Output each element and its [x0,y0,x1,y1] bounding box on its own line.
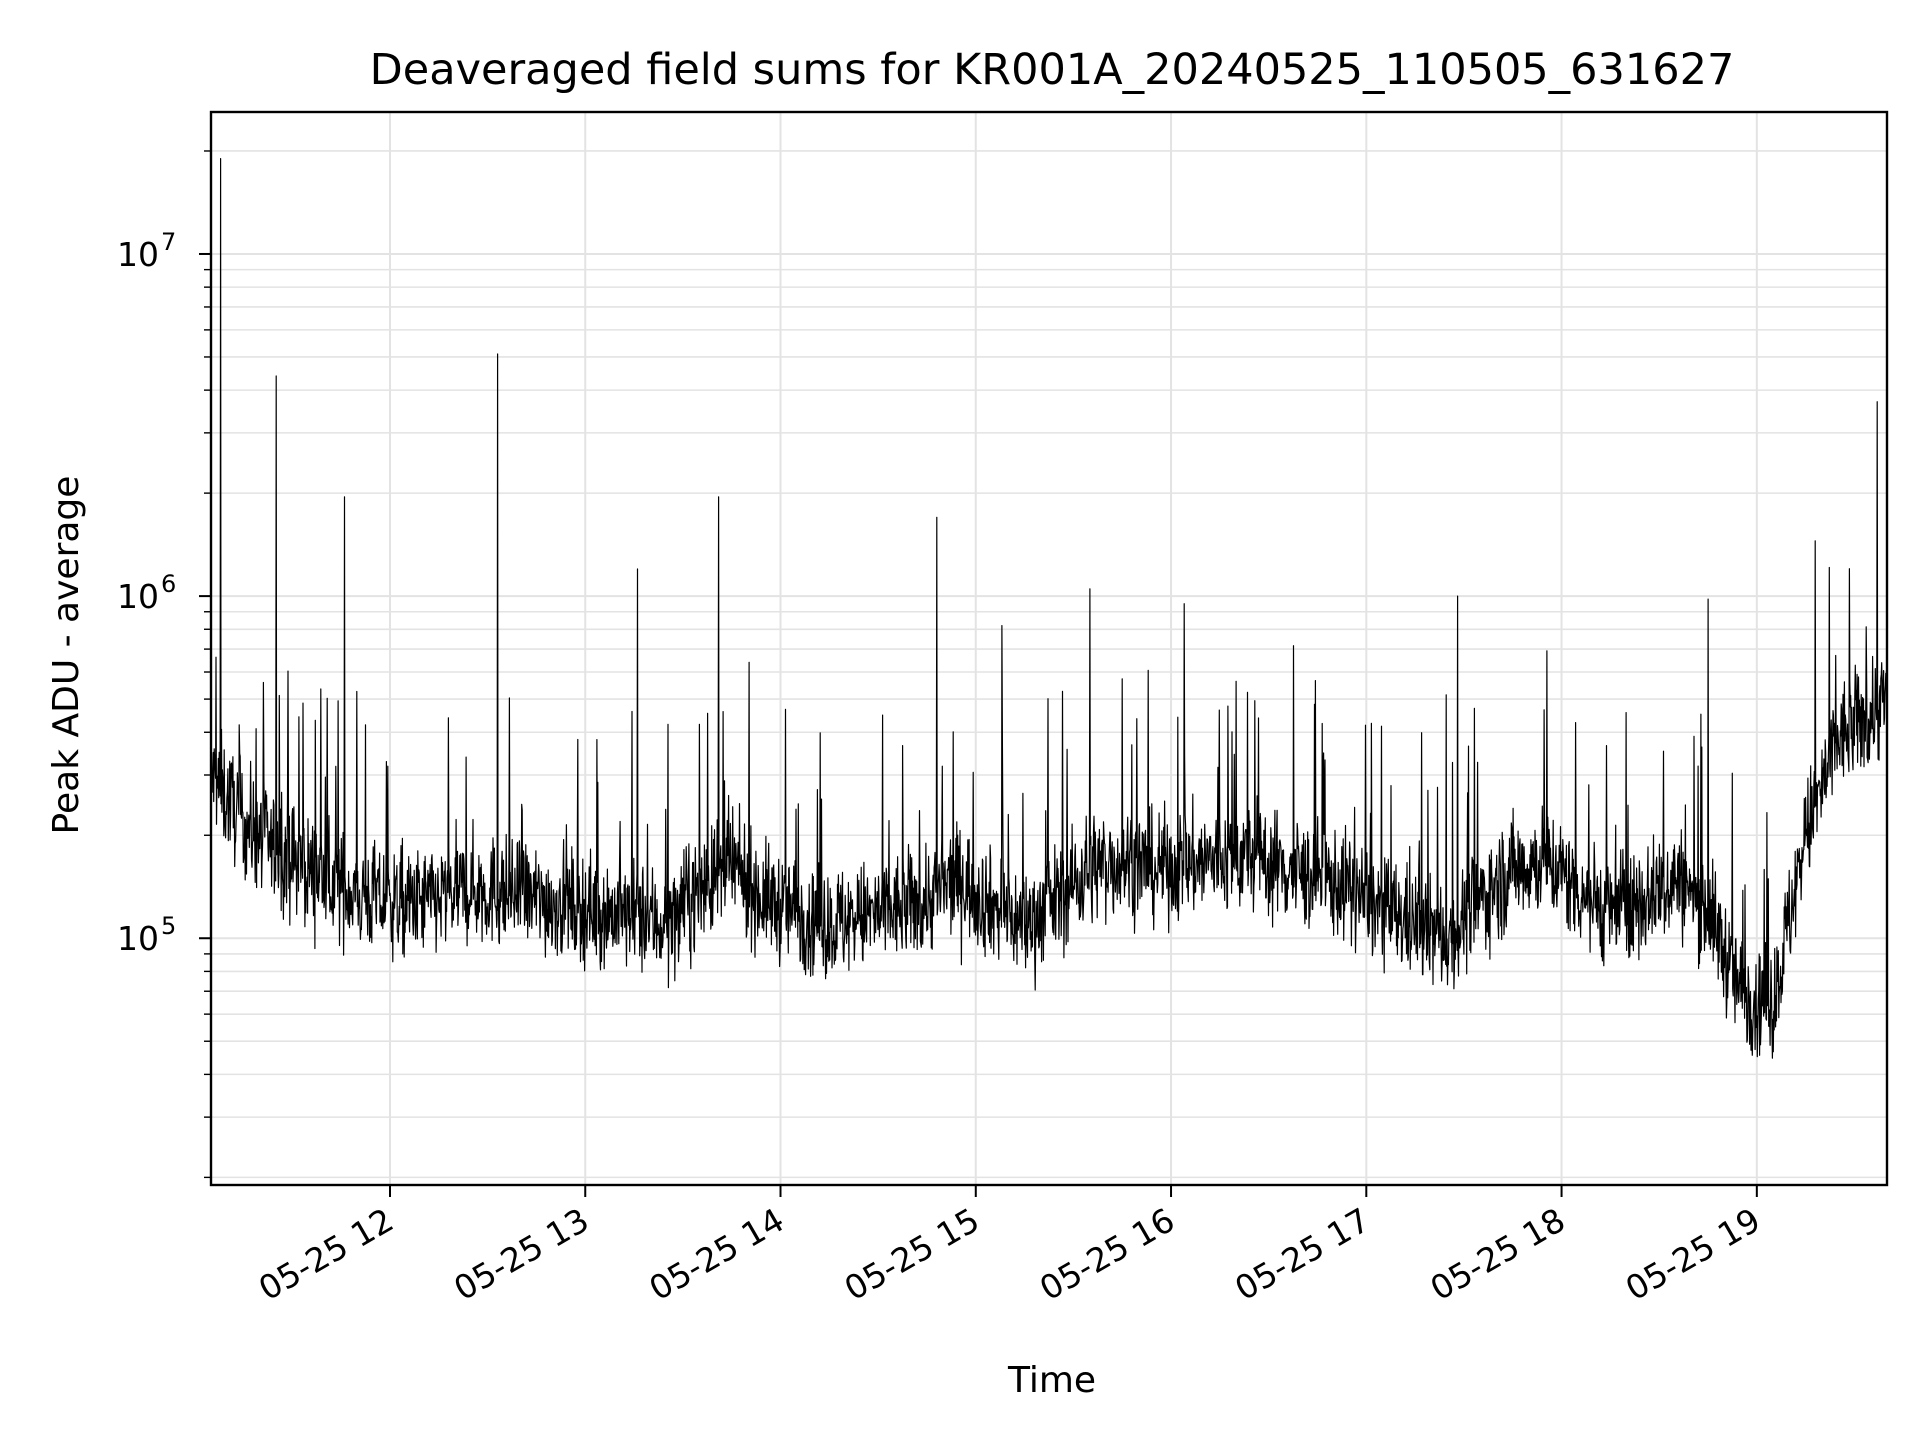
x-tick-label: 05-25 16 [1033,1200,1181,1308]
y-tick-label: 10 [117,919,159,958]
x-tick-label: 05-25 18 [1424,1200,1572,1308]
x-tick-label: 05-25 15 [838,1200,986,1308]
series-line [211,158,1887,1059]
y-tick-base: 10 [117,235,159,274]
x-tick-label: 05-25 12 [252,1200,400,1308]
y-tick-label: 10 [117,577,159,616]
y-tick-exponent: 6 [161,570,176,598]
x-tick-label: 05-25 14 [643,1200,791,1308]
y-tick-label: 10 [117,235,159,274]
x-tick-label: 05-25 13 [447,1200,595,1308]
y-tick-exponent: 5 [161,912,176,940]
chart-title: Deaveraged field sums for KR001A_2024052… [370,45,1735,95]
grid [211,112,1887,1185]
x-axis-label: Time [1007,1360,1096,1401]
y-tick-base: 10 [117,919,159,958]
y-axis-label: Peak ADU - average [46,476,87,835]
y-tick-base: 10 [117,577,159,616]
data-layer [211,158,1887,1059]
y-tick-exponent: 7 [161,228,176,256]
ticks: 05-25 12 05-25 13 05-25 14 05-25 15 05-25 16… [117,150,1767,1308]
x-tick-label: 05-25 17 [1228,1200,1376,1308]
x-tick-label: 05-25 19 [1619,1200,1767,1308]
